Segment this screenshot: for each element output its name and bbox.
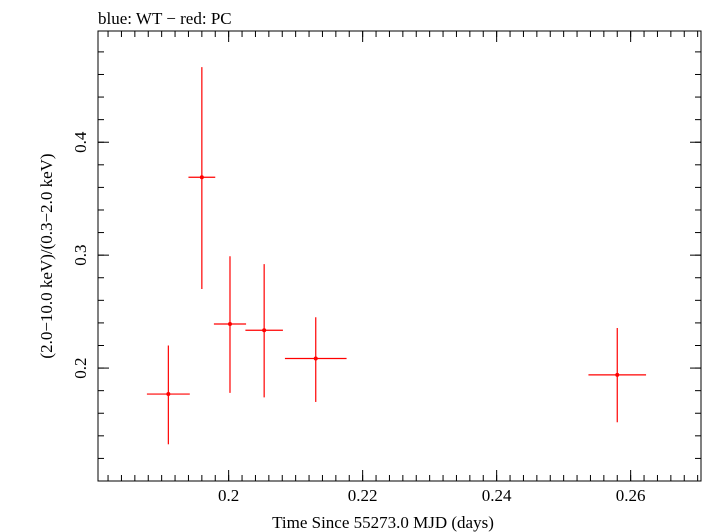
y-axis-label: (2.0−10.0 keV)/(0.3−2.0 keV) [37,153,56,358]
data-point [188,67,216,290]
data-marker [615,372,620,377]
x-tick-label: 0.24 [482,486,512,505]
x-tick-label: 0.22 [348,486,378,505]
x-tick-label: 0.26 [616,486,646,505]
y-tick-label: 0.4 [71,131,90,153]
data-point [284,317,347,402]
data-marker [262,328,267,333]
data-marker [199,175,204,180]
data-point [588,327,647,423]
axis-tick-labels: 0.2 0.22 0.24 0.26 0.2 0.3 0.4 [71,131,646,505]
axis-ticks [98,31,701,482]
chart-title: blue: WT − red: PC [98,9,232,28]
data-marker [166,392,171,397]
y-tick-label: 0.2 [71,357,90,378]
y-tick-label: 0.3 [71,245,90,266]
data-point [213,256,247,393]
plot-area [97,30,702,482]
data-point [245,264,283,398]
data-marker [227,322,232,327]
x-tick-label: 0.2 [218,486,239,505]
data-points [146,67,647,445]
x-axis-label: Time Since 55273.0 MJD (days) [272,513,494,532]
data-point [146,345,190,445]
plot-frame [97,30,702,482]
data-marker [313,356,318,361]
